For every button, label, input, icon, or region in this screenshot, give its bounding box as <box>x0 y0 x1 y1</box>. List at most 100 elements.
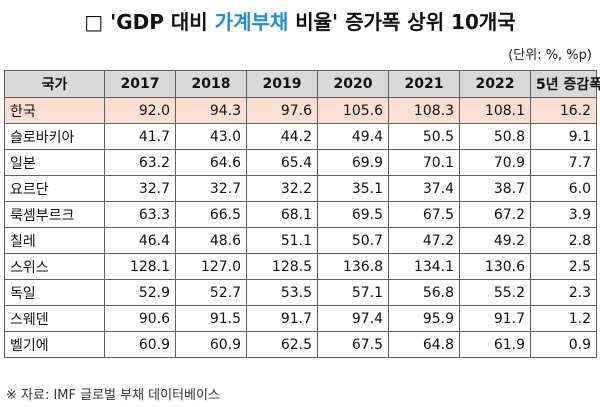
cell-2020: 67.5 <box>317 331 389 358</box>
cell-2019: 128.5 <box>246 253 318 280</box>
cell-2020: 50.7 <box>317 227 389 254</box>
cell-2017: 128.1 <box>104 253 176 280</box>
cell-2017: 92.0 <box>104 97 176 124</box>
cell-2018: 94.3 <box>175 97 247 124</box>
table-row: 요르단 32.7 32.7 32.2 35.1 37.4 38.7 6.0 <box>4 175 597 202</box>
table-row: 스웨덴 90.6 91.5 91.7 97.4 95.9 91.7 1.2 <box>4 305 597 332</box>
cell-2018: 52.7 <box>175 279 247 306</box>
header-2018: 2018 <box>175 70 247 98</box>
cell-2018: 43.0 <box>175 123 247 150</box>
cell-2021: 47.2 <box>388 227 460 254</box>
cell-2020: 57.1 <box>317 279 389 306</box>
cell-2017: 32.7 <box>104 175 176 202</box>
table-row: 칠레 46.4 48.6 51.1 50.7 47.2 49.2 2.8 <box>4 227 597 254</box>
page-title: □ 'GDP 대비 가계부채 비율' 증가폭 상위 10개국 <box>0 4 600 40</box>
cell-2017: 63.3 <box>104 201 176 228</box>
cell-2018: 48.6 <box>175 227 247 254</box>
cell-5yr-change: 2.3 <box>530 279 597 306</box>
cell-2020: 69.9 <box>317 149 389 176</box>
cell-2019: 68.1 <box>246 201 318 228</box>
cell-2019: 97.6 <box>246 97 318 124</box>
cell-2018: 127.0 <box>175 253 247 280</box>
cell-2020: 105.6 <box>317 97 389 124</box>
table-row: 한국 92.0 94.3 97.6 105.6 108.3 108.1 16.2 <box>4 97 597 124</box>
cell-country: 요르단 <box>4 175 105 202</box>
cell-2019: 62.5 <box>246 331 318 358</box>
cell-2019: 65.4 <box>246 149 318 176</box>
cell-5yr-change: 7.7 <box>530 149 597 176</box>
cell-country: 슬로바키아 <box>4 123 105 150</box>
table-body: 한국 92.0 94.3 97.6 105.6 108.3 108.1 16.2 슬로바키아 41… <box>4 97 597 358</box>
debt-ratio-table: 국가 2017 2018 2019 2020 2021 2022 5년 증감폭 … <box>4 70 600 358</box>
cell-5yr-change: 2.5 <box>530 253 597 280</box>
unit-note: (단위: %, %p) <box>508 48 592 63</box>
cell-2022: 49.2 <box>459 227 531 254</box>
cell-2021: 70.1 <box>388 149 460 176</box>
header-2021: 2021 <box>388 70 460 98</box>
cell-country: 스위스 <box>4 253 105 280</box>
cell-5yr-change: 9.1 <box>530 123 597 150</box>
cell-2020: 35.1 <box>317 175 389 202</box>
title-prefix: □ 'GDP 대비 <box>84 10 215 34</box>
cell-2019: 51.1 <box>246 227 318 254</box>
cell-2020: 69.5 <box>317 201 389 228</box>
cell-2021: 108.3 <box>388 97 460 124</box>
cell-2018: 64.6 <box>175 149 247 176</box>
cell-2018: 32.7 <box>175 175 247 202</box>
cell-2020: 49.4 <box>317 123 389 150</box>
cell-2021: 134.1 <box>388 253 460 280</box>
cell-2022: 108.1 <box>459 97 531 124</box>
table-header-row: 국가 2017 2018 2019 2020 2021 2022 5년 증감폭 <box>4 70 600 98</box>
cell-2021: 56.8 <box>388 279 460 306</box>
cell-2019: 32.2 <box>246 175 318 202</box>
cell-2021: 95.9 <box>388 305 460 332</box>
cell-2018: 91.5 <box>175 305 247 332</box>
cell-2021: 37.4 <box>388 175 460 202</box>
cell-country: 스웨덴 <box>4 305 105 332</box>
cell-2020: 97.4 <box>317 305 389 332</box>
cell-country: 벨기에 <box>4 331 105 358</box>
cell-2017: 41.7 <box>104 123 176 150</box>
cell-2021: 50.5 <box>388 123 460 150</box>
cell-2017: 63.2 <box>104 149 176 176</box>
cell-5yr-change: 6.0 <box>530 175 597 202</box>
cell-2022: 91.7 <box>459 305 531 332</box>
cell-5yr-change: 0.9 <box>530 331 597 358</box>
cell-country: 일본 <box>4 149 105 176</box>
cell-2019: 91.7 <box>246 305 318 332</box>
title-suffix: 비율' 증가폭 상위 10개국 <box>288 10 516 34</box>
cell-country: 독일 <box>4 279 105 306</box>
header-5yr-change: 5년 증감폭 <box>530 70 600 98</box>
table-row: 벨기에 60.9 60.9 62.5 67.5 64.8 61.9 0.9 <box>4 331 597 358</box>
cell-2019: 44.2 <box>246 123 318 150</box>
cell-country: 칠레 <box>4 227 105 254</box>
cell-2021: 64.8 <box>388 331 460 358</box>
table-row: 슬로바키아 41.7 43.0 44.2 49.4 50.5 50.8 9.1 <box>4 123 597 150</box>
table-row: 스위스 128.1 127.0 128.5 136.8 134.1 130.6 2.5 <box>4 253 597 280</box>
cell-2022: 67.2 <box>459 201 531 228</box>
table-row: 일본 63.2 64.6 65.4 69.9 70.1 70.9 7.7 <box>4 149 597 176</box>
cell-2017: 90.6 <box>104 305 176 332</box>
cell-2022: 61.9 <box>459 331 531 358</box>
cell-2017: 60.9 <box>104 331 176 358</box>
header-country: 국가 <box>4 70 105 98</box>
cell-2018: 60.9 <box>175 331 247 358</box>
cell-2022: 70.9 <box>459 149 531 176</box>
cell-5yr-change: 16.2 <box>530 97 597 124</box>
cell-2022: 130.6 <box>459 253 531 280</box>
cell-2018: 66.5 <box>175 201 247 228</box>
source-note: ※ 자료: IMF 글로벌 부채 데이터베이스 <box>6 388 220 403</box>
table-row: 독일 52.9 52.7 53.5 57.1 56.8 55.2 2.3 <box>4 279 597 306</box>
cell-5yr-change: 1.2 <box>530 305 597 332</box>
cell-2017: 52.9 <box>104 279 176 306</box>
header-2022: 2022 <box>459 70 531 98</box>
cell-2020: 136.8 <box>317 253 389 280</box>
cell-country: 룩셈부르크 <box>4 201 105 228</box>
cell-2022: 50.8 <box>459 123 531 150</box>
header-2019: 2019 <box>246 70 318 98</box>
cell-2021: 67.5 <box>388 201 460 228</box>
cell-country: 한국 <box>4 97 105 124</box>
cell-2022: 55.2 <box>459 279 531 306</box>
table-row: 룩셈부르크 63.3 66.5 68.1 69.5 67.5 67.2 3.9 <box>4 201 597 228</box>
header-2020: 2020 <box>317 70 389 98</box>
